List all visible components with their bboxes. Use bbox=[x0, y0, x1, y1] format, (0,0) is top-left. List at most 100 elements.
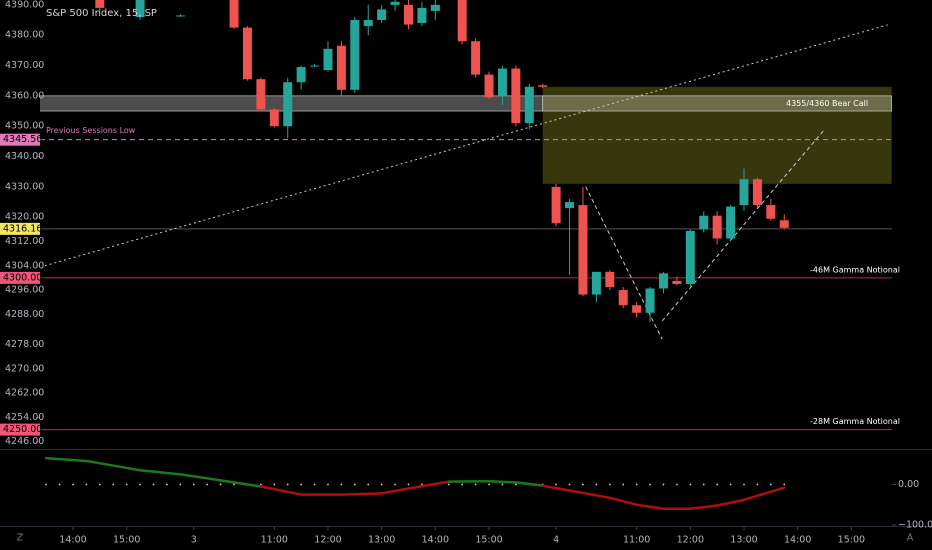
y-tick-label: 4288.00 bbox=[5, 309, 44, 320]
zero-dot bbox=[286, 483, 289, 486]
zero-dot bbox=[716, 483, 719, 486]
candle-body bbox=[390, 1, 400, 5]
y-tick-label: 4380.00 bbox=[5, 30, 44, 41]
x-tick-label: 15:00 bbox=[838, 535, 865, 546]
y-tick-label: 4312.00 bbox=[5, 236, 44, 247]
candle-body bbox=[269, 109, 279, 127]
zero-dot bbox=[394, 483, 396, 486]
y-tick-label: 4340.00 bbox=[5, 151, 44, 162]
zero-dot bbox=[179, 483, 182, 486]
zero-dot bbox=[407, 483, 410, 486]
y2-tick-label: 0.00 bbox=[898, 479, 919, 490]
zero-dot bbox=[219, 483, 222, 486]
candle-body bbox=[712, 215, 722, 239]
candle-body bbox=[497, 68, 507, 96]
x-tick-label: 4 bbox=[553, 535, 559, 546]
indicator-segment bbox=[715, 498, 746, 507]
candle-body bbox=[524, 86, 534, 124]
x-tick-label: 14:00 bbox=[784, 535, 811, 546]
candle-body bbox=[417, 7, 427, 24]
candle-body bbox=[471, 41, 481, 75]
level-price-tag bbox=[0, 222, 40, 235]
candle-body bbox=[645, 288, 655, 313]
y2-tick-label: −100.00 bbox=[898, 519, 932, 530]
y-tick-label: 4262.00 bbox=[5, 388, 44, 399]
level-price-label: 4345.56 bbox=[3, 134, 42, 145]
candle-body bbox=[363, 20, 373, 27]
zero-dot bbox=[488, 483, 490, 486]
candle-body bbox=[404, 4, 413, 25]
zero-dot bbox=[313, 483, 316, 486]
candle-body bbox=[605, 271, 615, 287]
candle-body bbox=[658, 273, 668, 289]
zero-dot bbox=[608, 483, 611, 486]
candle-body bbox=[484, 74, 494, 98]
zero-dot bbox=[192, 483, 195, 486]
candle-body bbox=[551, 186, 561, 224]
candle-body bbox=[430, 4, 440, 11]
candle-body bbox=[323, 48, 333, 71]
y-tick-label: 4270.00 bbox=[5, 363, 44, 374]
x-tick-label: 11:00 bbox=[623, 535, 650, 546]
zero-dot bbox=[166, 483, 168, 486]
level-price-tag bbox=[0, 133, 40, 146]
x-tick-label: 15:00 bbox=[113, 535, 140, 546]
zero-dot bbox=[206, 483, 209, 486]
indicator-segment bbox=[340, 492, 383, 496]
x-tick-label: 14:00 bbox=[422, 535, 449, 546]
y-tick-label: 4390.00 bbox=[5, 0, 44, 10]
y-tick-label: 4370.00 bbox=[5, 60, 44, 71]
indicator-pane bbox=[44, 456, 786, 511]
indicator-segment bbox=[568, 489, 612, 500]
candle-body bbox=[578, 205, 588, 295]
zero-dot bbox=[259, 483, 262, 486]
level-price-tag bbox=[0, 271, 40, 284]
y-tick-label: 4360.00 bbox=[5, 90, 44, 101]
candle-body bbox=[511, 68, 521, 124]
candle-body bbox=[377, 9, 387, 21]
zero-dot bbox=[743, 483, 745, 486]
indicator-segment bbox=[259, 485, 303, 496]
y-tick-label: 4296.00 bbox=[5, 285, 44, 296]
candle-body bbox=[699, 215, 709, 230]
level-price-tag bbox=[0, 423, 40, 436]
auto-scale-button[interactable]: A bbox=[907, 533, 914, 544]
bear-call-box bbox=[542, 86, 892, 184]
zero-dot bbox=[689, 483, 692, 486]
candle-body bbox=[350, 20, 360, 90]
y-tick-label: 4246.00 bbox=[5, 436, 44, 447]
zero-dot bbox=[300, 483, 303, 486]
x-tick-label: 13:00 bbox=[730, 535, 757, 546]
zero-dot bbox=[702, 483, 705, 486]
indicator-segment bbox=[219, 479, 263, 488]
zero-dot bbox=[85, 483, 88, 486]
zero-dot bbox=[783, 483, 786, 486]
zero-dot bbox=[152, 483, 155, 486]
zero-dot bbox=[568, 483, 571, 486]
indicator-segment bbox=[541, 484, 571, 492]
y-tick-label: 4304.00 bbox=[5, 260, 44, 271]
zero-dot bbox=[447, 483, 450, 486]
indicator-segment bbox=[407, 480, 451, 490]
indicator-segment bbox=[85, 459, 142, 472]
candle-body bbox=[685, 230, 695, 284]
zero-dot bbox=[112, 483, 115, 486]
y-tick-label: 4350.00 bbox=[5, 121, 44, 132]
zero-dot bbox=[474, 483, 477, 486]
x-tick-label: 13:00 bbox=[368, 535, 395, 546]
indicator-segment bbox=[487, 479, 518, 484]
candle-body bbox=[632, 305, 642, 313]
candle-body bbox=[336, 45, 346, 90]
candle-body bbox=[242, 27, 252, 80]
x-tick-label: 15:00 bbox=[475, 535, 502, 546]
candle-body bbox=[95, 0, 105, 8]
candle-body bbox=[457, 0, 467, 42]
zero-dot bbox=[635, 483, 638, 486]
timezone-icon[interactable]: Z bbox=[17, 533, 24, 544]
zero-dot bbox=[769, 483, 772, 486]
candle-body bbox=[229, 0, 239, 28]
zero-dot bbox=[273, 483, 276, 486]
